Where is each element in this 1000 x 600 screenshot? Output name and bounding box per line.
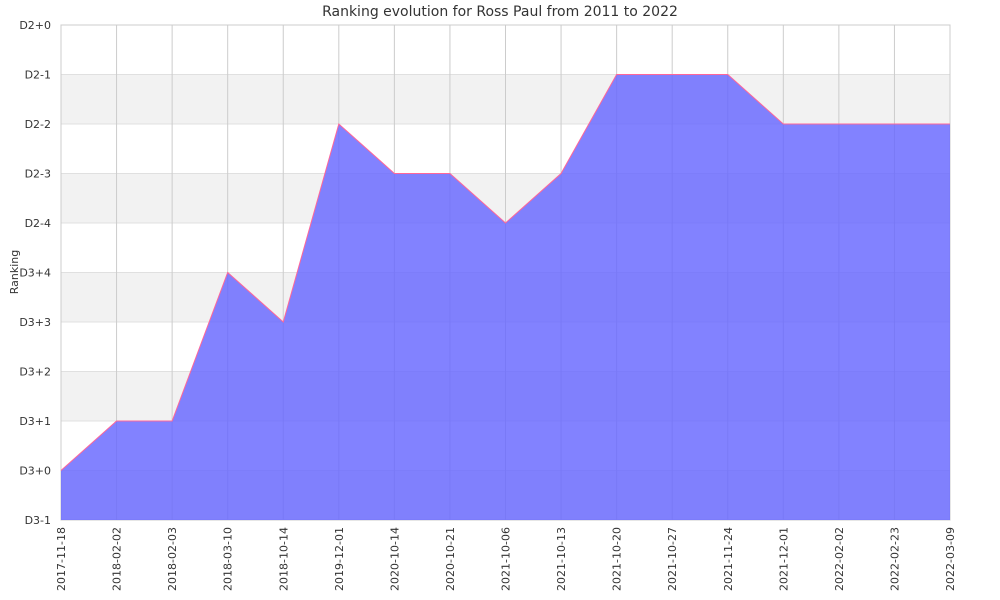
chart-title: Ranking evolution for Ross Paul from 201… (322, 4, 678, 20)
y-tick-labels: D3-1 D3+0 D3+1 D3+2 D3+3 D3+4 D2-4 D2-3 D2-2 D2-1… (19, 19, 51, 527)
x-tick-label: 2021-10-13 (555, 527, 568, 591)
y-tick-label: D2-1 (25, 69, 51, 82)
y-tick-label: D2-4 (25, 217, 51, 230)
y-tick-label: D3+3 (19, 316, 51, 329)
x-tick-label: 2021-12-01 (777, 527, 790, 591)
x-tick-label: 2019-12-01 (333, 527, 346, 591)
y-tick-label: D2-2 (25, 118, 51, 131)
y-axis-label: Ranking (8, 250, 21, 295)
x-tick-label: 2022-03-09 (944, 527, 957, 591)
y-tick-label: D3+4 (19, 267, 51, 280)
x-tick-label: 2021-10-27 (666, 527, 679, 591)
x-tick-label: 2018-03-10 (222, 527, 235, 591)
x-tick-label: 2018-02-02 (111, 527, 124, 591)
x-tick-label: 2018-02-03 (166, 527, 179, 591)
y-tick-label: D2+0 (19, 19, 51, 32)
x-tick-label: 2022-02-23 (888, 527, 901, 591)
x-tick-label: 2022-02-02 (833, 527, 846, 591)
y-tick-label: D3+1 (19, 415, 51, 428)
x-tick-label: 2021-10-20 (611, 527, 624, 591)
x-tick-label: 2020-10-14 (388, 527, 401, 591)
ranking-area (61, 74, 950, 520)
y-tick-label: D2-3 (25, 168, 51, 181)
x-tick-label: 2020-10-21 (444, 527, 457, 591)
x-tick-label: 2021-11-24 (722, 527, 735, 591)
x-tick-label: 2017-11-18 (55, 527, 68, 591)
y-tick-label: D3-1 (25, 514, 51, 527)
x-tick-label: 2021-10-06 (500, 527, 513, 591)
y-tick-label: D3+0 (19, 465, 51, 478)
x-tick-label: 2018-10-14 (277, 527, 290, 591)
area-layer (60, 74, 951, 520)
x-tick-labels: 2017-11-18 2018-02-02 2018-02-03 2018-03-10… (55, 527, 957, 591)
y-tick-label: D3+2 (19, 366, 51, 379)
